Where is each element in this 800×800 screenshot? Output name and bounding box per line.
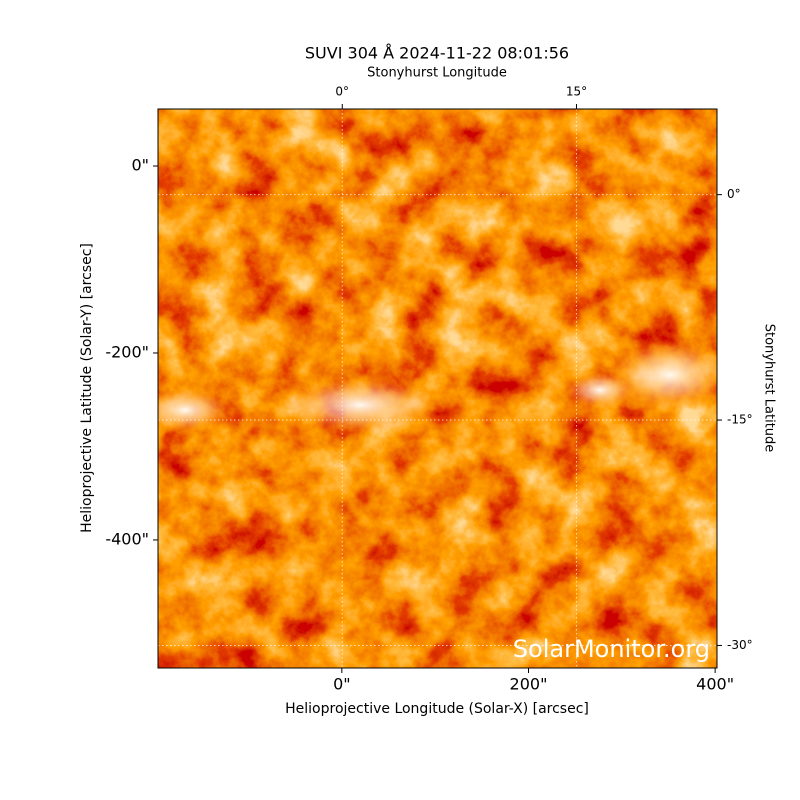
x-tick-label: 0" [333,675,351,694]
x2-tick-label: 15° [566,85,587,99]
y2-tick-label: -30° [727,638,753,652]
x2-tick-label: 0° [335,85,349,99]
y-tick-label: -200" [105,342,149,361]
x2-axis-label: Stonyhurst Longitude [367,66,507,81]
y2-tick-label: 0° [727,187,741,201]
chart-title: SUVI 304 Å 2024-11-22 08:01:56 [305,44,569,63]
x-tick-label: 200" [510,675,548,694]
y2-axis-label: Stonyhurst Latitude [762,324,777,453]
x-tick-label: 400" [696,675,734,694]
plot-frame [157,108,718,669]
y2-tick-label: -15° [727,413,753,427]
y-axis-label: Helioprojective Latitude (Solar-Y) [arcs… [79,243,95,533]
solar-image [158,109,717,668]
x-axis-label: Helioprojective Longitude (Solar-X) [arc… [285,701,589,717]
y-tick-label: -400" [105,529,149,548]
watermark: SolarMonitor.org [513,635,710,663]
y-tick-label: 0" [131,156,149,175]
